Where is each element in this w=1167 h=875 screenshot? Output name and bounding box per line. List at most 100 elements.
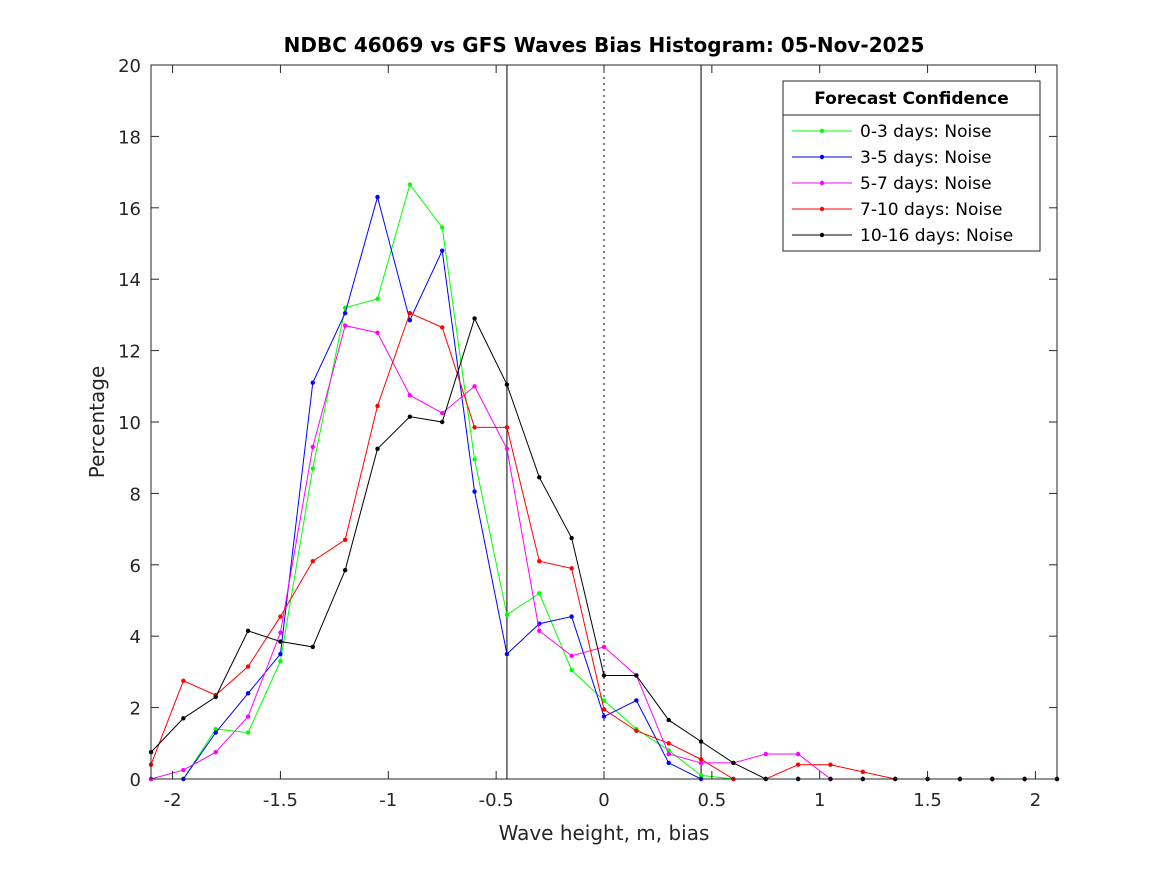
- data-point: [504, 425, 510, 430]
- chart-title: NDBC 46069 vs GFS Waves Bias Histogram: …: [284, 33, 925, 57]
- data-point: [634, 673, 639, 678]
- legend-item: 7-10 days: Noise: [792, 200, 1002, 220]
- legend-box: [782, 80, 1041, 252]
- data-point: [440, 248, 445, 253]
- legend-title: Forecast Confidence: [814, 89, 1009, 109]
- data-point: [213, 750, 218, 755]
- data-point: [569, 667, 574, 673]
- legend-marker: [819, 128, 825, 134]
- data-point: [375, 446, 380, 451]
- data-point: [504, 651, 510, 657]
- data-point: [407, 393, 413, 398]
- data-point: [342, 567, 348, 573]
- data-point: [860, 769, 866, 775]
- y-tick-label: 10: [118, 413, 141, 434]
- legend-label: 3-5 days: Noise: [860, 148, 992, 168]
- reference-lines: [506, 65, 702, 779]
- data-point: [537, 591, 542, 596]
- y-tick-label: 4: [130, 627, 141, 648]
- data-point: [213, 730, 218, 735]
- data-point: [310, 559, 315, 564]
- y-tick-label: 18: [118, 127, 141, 148]
- data-point: [698, 739, 704, 744]
- data-point: [245, 691, 251, 696]
- legend-label: 0-3 days: Noise: [860, 122, 992, 142]
- data-point: [342, 537, 348, 543]
- data-point: [375, 296, 380, 302]
- x-axis-label: Wave height, m, bias: [499, 821, 710, 845]
- data-point: [666, 760, 671, 766]
- data-point: [731, 760, 736, 766]
- data-point: [278, 651, 283, 657]
- legend-marker: [819, 180, 825, 186]
- data-point: [245, 730, 251, 735]
- legend-items: 0-3 days: Noise 3-5 days: Noise 5-7 days: …: [792, 122, 1013, 246]
- data-point: [569, 653, 574, 659]
- legend-item: 10-16 days: Noise: [792, 226, 1013, 246]
- legend-item: 5-7 days: Noise: [792, 174, 992, 194]
- data-point: [213, 726, 218, 732]
- data-point: [213, 694, 218, 700]
- legend-item: 0-3 days: Noise: [792, 122, 992, 142]
- data-point: [666, 741, 671, 746]
- data-point: [407, 414, 413, 419]
- data-point: [569, 535, 574, 541]
- x-tick-label: 2: [1030, 790, 1041, 811]
- legend-marker: [819, 232, 825, 238]
- data-point: [245, 714, 251, 719]
- data-point: [181, 678, 186, 684]
- data-point: [310, 644, 315, 650]
- data-point: [472, 489, 477, 494]
- data-point: [569, 614, 574, 619]
- x-tick-label: -0.5: [479, 790, 514, 811]
- data-point: [181, 716, 186, 721]
- data-point: [278, 639, 283, 644]
- data-point: [504, 612, 510, 617]
- data-point: [407, 318, 413, 323]
- data-point: [407, 310, 413, 316]
- x-tick-label: -1.5: [263, 790, 298, 811]
- y-tick-label: 0: [130, 770, 141, 791]
- data-point: [537, 628, 542, 634]
- x-tick-label: 0.5: [698, 790, 727, 811]
- y-tick-label: 2: [130, 699, 141, 720]
- legend-label: 7-10 days: Noise: [860, 200, 1002, 220]
- data-point: [537, 475, 542, 480]
- data-point: [245, 664, 251, 669]
- x-tick-label: 1: [814, 790, 825, 811]
- data-point: [634, 698, 639, 703]
- data-point: [666, 717, 671, 723]
- data-point: [601, 673, 607, 678]
- data-point: [634, 728, 639, 734]
- data-point: [278, 658, 283, 664]
- data-point: [763, 751, 768, 757]
- legend-label: 10-16 days: Noise: [860, 226, 1013, 246]
- data-point: [310, 444, 315, 450]
- legend-label: 5-7 days: Noise: [860, 174, 992, 194]
- data-point: [375, 403, 380, 409]
- data-point: [504, 446, 510, 451]
- x-tick-label: 1.5: [913, 790, 942, 811]
- data-point: [407, 182, 413, 187]
- data-point: [278, 614, 283, 619]
- data-point: [601, 714, 607, 719]
- data-point: [440, 419, 445, 425]
- data-point: [537, 559, 542, 564]
- data-point: [698, 760, 704, 766]
- data-point: [375, 330, 380, 335]
- y-axis-label: Percentage: [85, 366, 109, 479]
- data-point: [504, 382, 510, 387]
- x-tick-label: 0: [598, 790, 609, 811]
- data-point: [375, 194, 380, 200]
- series-layer: [148, 182, 1060, 782]
- data-point: [245, 628, 251, 634]
- data-point: [666, 751, 671, 757]
- data-point: [440, 410, 445, 416]
- legend-marker: [819, 154, 825, 160]
- data-point: [472, 316, 477, 321]
- legend: Forecast Confidence 0-3 days: Noise 3-5 d…: [782, 80, 1041, 252]
- y-tick-label: 20: [118, 56, 141, 77]
- data-point: [795, 751, 801, 757]
- x-tick-label: -1: [379, 790, 397, 811]
